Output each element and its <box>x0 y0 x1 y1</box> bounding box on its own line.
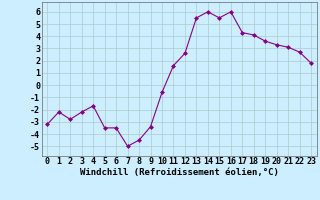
X-axis label: Windchill (Refroidissement éolien,°C): Windchill (Refroidissement éolien,°C) <box>80 168 279 177</box>
